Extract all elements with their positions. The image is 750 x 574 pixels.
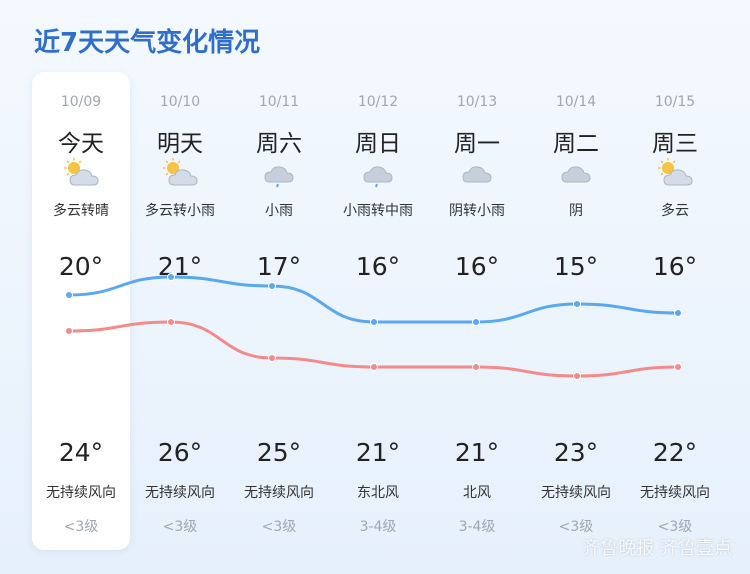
- day-date: 10/12: [357, 94, 399, 110]
- weather-condition: 小雨转中雨: [343, 203, 413, 219]
- partly-cloudy-sun-icon: [655, 158, 695, 188]
- high-temp-label: 16°: [652, 252, 698, 281]
- wind-level: 3-4级: [458, 519, 496, 535]
- wind-direction: 东北风: [357, 485, 399, 501]
- day-column: 10/12 周日小雨转中雨 16° 21° 东北风 3-4级: [329, 72, 427, 550]
- partly-cloudy-sun-icon: [160, 158, 200, 188]
- low-temp-label: 23°: [553, 438, 599, 467]
- high-temp-label: 16°: [355, 252, 401, 281]
- day-name: 周一: [454, 131, 500, 157]
- day-column: 10/13 周一阴转小雨 16° 21° 北风 3-4级: [428, 72, 526, 550]
- day-name: 周六: [256, 131, 302, 157]
- day-column: 10/11 周六小雨 17° 25° 无持续风向 <3级: [230, 72, 328, 550]
- weather-condition: 阴: [569, 203, 583, 219]
- wind-level: <3级: [558, 519, 594, 535]
- overcast-icon: [457, 158, 497, 188]
- wind-level: <3级: [657, 519, 693, 535]
- low-temp-label: 24°: [58, 438, 104, 467]
- low-temp-label: 21°: [454, 438, 500, 467]
- weather-condition: 小雨: [265, 203, 293, 219]
- high-temp-label: 20°: [58, 252, 104, 281]
- day-name: 周二: [553, 131, 599, 157]
- weather-condition: 多云转晴: [53, 203, 109, 219]
- day-date: 10/11: [258, 94, 300, 110]
- day-name: 周日: [355, 131, 401, 157]
- wind-direction: 无持续风向: [640, 485, 710, 501]
- day-date: 10/09: [60, 94, 102, 110]
- day-name: 明天: [157, 131, 203, 157]
- low-temp-label: 22°: [652, 438, 698, 467]
- overcast-icon: [556, 158, 596, 188]
- watermark: 齐鲁晚报 齐鲁壹点: [582, 538, 732, 559]
- weather-condition: 阴转小雨: [449, 203, 505, 219]
- wind-direction: 无持续风向: [46, 485, 116, 501]
- low-temp-label: 25°: [256, 438, 302, 467]
- day-column: 10/15 周三多云 16° 22° 无持续风向 <3级: [626, 72, 724, 550]
- day-date: 10/10: [159, 94, 201, 110]
- day-date: 10/15: [654, 94, 696, 110]
- high-temp-label: 16°: [454, 252, 500, 281]
- wind-level: <3级: [261, 519, 297, 535]
- day-name: 周三: [652, 131, 698, 157]
- day-date: 10/13: [456, 94, 498, 110]
- day-column: 10/14 周二阴 15° 23° 无持续风向 <3级: [527, 72, 625, 550]
- low-temp-label: 21°: [355, 438, 401, 467]
- high-temp-label: 21°: [157, 252, 203, 281]
- wind-direction: 无持续风向: [145, 485, 215, 501]
- day-date: 10/14: [555, 94, 597, 110]
- low-temp-label: 26°: [157, 438, 203, 467]
- light-rain-icon: [358, 158, 398, 188]
- day-column: 10/10 明天多云转小雨 21° 26° 无持续风向 <3级: [131, 72, 229, 550]
- wind-direction: 北风: [463, 485, 491, 501]
- day-column: 10/09 今天多云转晴 20° 24° 无持续风向 <3级: [32, 72, 130, 550]
- weather-condition: 多云转小雨: [145, 203, 215, 219]
- light-rain-icon: [259, 158, 299, 188]
- weather-condition: 多云: [661, 203, 689, 219]
- wind-level: <3级: [162, 519, 198, 535]
- partly-cloudy-sun-icon: [61, 158, 101, 188]
- wind-direction: 无持续风向: [541, 485, 611, 501]
- wind-level: 3-4级: [359, 519, 397, 535]
- wind-level: <3级: [63, 519, 99, 535]
- wind-direction: 无持续风向: [244, 485, 314, 501]
- page-title: 近7天天气变化情况: [34, 28, 261, 58]
- high-temp-label: 15°: [553, 252, 599, 281]
- day-name: 今天: [58, 131, 104, 157]
- high-temp-label: 17°: [256, 252, 302, 281]
